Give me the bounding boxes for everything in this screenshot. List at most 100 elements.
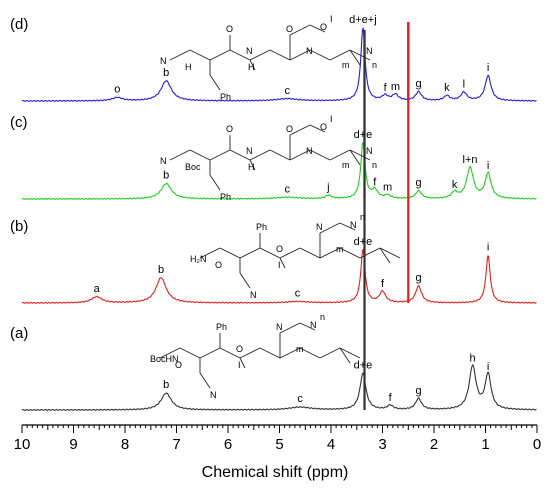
atom-label: N	[276, 322, 283, 332]
spectrum-line	[21, 26, 537, 102]
peak-label: a	[94, 283, 101, 295]
bond	[299, 347, 321, 359]
bond	[239, 272, 251, 289]
bond	[189, 49, 211, 61]
atom-label: Ph	[216, 322, 227, 332]
peak-label: b	[163, 379, 169, 391]
atom-label: O	[320, 22, 327, 32]
bond	[209, 149, 231, 161]
x-axis-title: Chemical shift (ppm)	[202, 464, 349, 481]
atom-label: N	[350, 220, 357, 230]
atom-label: I	[330, 114, 333, 124]
atom-label: I	[238, 360, 241, 370]
atom-label: O	[286, 24, 293, 34]
atom-label: m	[342, 60, 350, 70]
bond	[259, 247, 281, 259]
atom-label: O	[226, 124, 233, 134]
panel-label: (d)	[10, 16, 28, 33]
spectra-group	[21, 22, 537, 411]
peak-label: d+e	[354, 360, 373, 372]
panel-label: (a)	[10, 325, 28, 342]
atom-label: H	[248, 62, 255, 72]
atom-label: O	[215, 260, 222, 270]
bond	[199, 372, 211, 389]
bond	[379, 247, 391, 264]
tick-label: 7	[172, 436, 180, 453]
tick-label: 0	[533, 436, 541, 453]
bond	[269, 49, 291, 61]
bond	[249, 159, 256, 171]
bond	[319, 222, 341, 234]
bond	[269, 149, 291, 161]
tick-label: 3	[378, 436, 386, 453]
tick-label: 6	[224, 436, 232, 453]
peak-label: c	[284, 183, 290, 195]
atom-label: n	[372, 160, 377, 170]
tick-label: 1	[481, 436, 489, 453]
bond	[279, 247, 301, 259]
bond	[199, 247, 221, 259]
peak-label: b	[158, 264, 164, 276]
atom-label: O	[236, 344, 243, 354]
bond	[309, 124, 326, 133]
peak-label: j	[326, 182, 329, 194]
spectrum-line	[21, 140, 537, 200]
peak-label: i	[487, 241, 489, 253]
atom-label: O	[226, 24, 233, 34]
peak-label: f	[384, 82, 388, 94]
tick-label: 8	[121, 436, 129, 453]
atom-label: n	[360, 212, 365, 222]
bond	[339, 247, 361, 259]
bond	[319, 347, 341, 359]
atom-label: H₂N	[190, 254, 207, 264]
bond	[219, 347, 241, 359]
atom-label: N	[310, 320, 317, 330]
bond	[309, 49, 331, 61]
peak-label: d+e	[354, 129, 373, 141]
tick-label: 4	[327, 436, 335, 453]
x-axis: 10 9 8 7 6 5 4 3 2 1 0	[14, 424, 541, 453]
bond	[199, 347, 221, 359]
peak-label: f	[373, 177, 377, 189]
peak-label: i	[487, 361, 489, 373]
bond	[239, 247, 261, 259]
atom-label: N	[246, 46, 253, 56]
atom-label: n	[372, 60, 377, 70]
atom-label: N	[366, 146, 373, 156]
bond	[349, 149, 361, 166]
bond	[279, 322, 301, 334]
bond	[279, 347, 301, 359]
bond	[299, 322, 316, 331]
peak-label: b	[163, 170, 169, 182]
atom-label: BocHN	[150, 354, 179, 364]
atom-label: I	[278, 260, 281, 270]
atom-label: O	[320, 122, 327, 132]
atom-label: I	[330, 14, 333, 24]
panel-label: (c)	[10, 114, 28, 131]
spectrum-line	[21, 248, 537, 304]
tick-label: 10	[14, 436, 31, 453]
peak-label: c	[284, 85, 290, 97]
atom-label: N	[210, 390, 217, 400]
atom-label: Ph	[220, 92, 231, 102]
peak-label: f	[389, 392, 393, 404]
bond	[239, 347, 261, 359]
peak-label: d+e	[354, 236, 373, 248]
peak-label: g	[416, 272, 422, 284]
peak-label: f	[381, 278, 385, 290]
peak-label: m	[383, 182, 392, 194]
peak-label: k	[444, 82, 450, 94]
peak-label: m	[391, 81, 400, 93]
peak-label: g	[416, 177, 422, 189]
tick-label: 2	[430, 436, 438, 453]
atom-label: H	[248, 162, 255, 172]
peak-label: d+e+j	[349, 14, 377, 26]
bond	[229, 149, 251, 161]
peak-label: c	[297, 393, 303, 405]
bond	[159, 347, 181, 359]
